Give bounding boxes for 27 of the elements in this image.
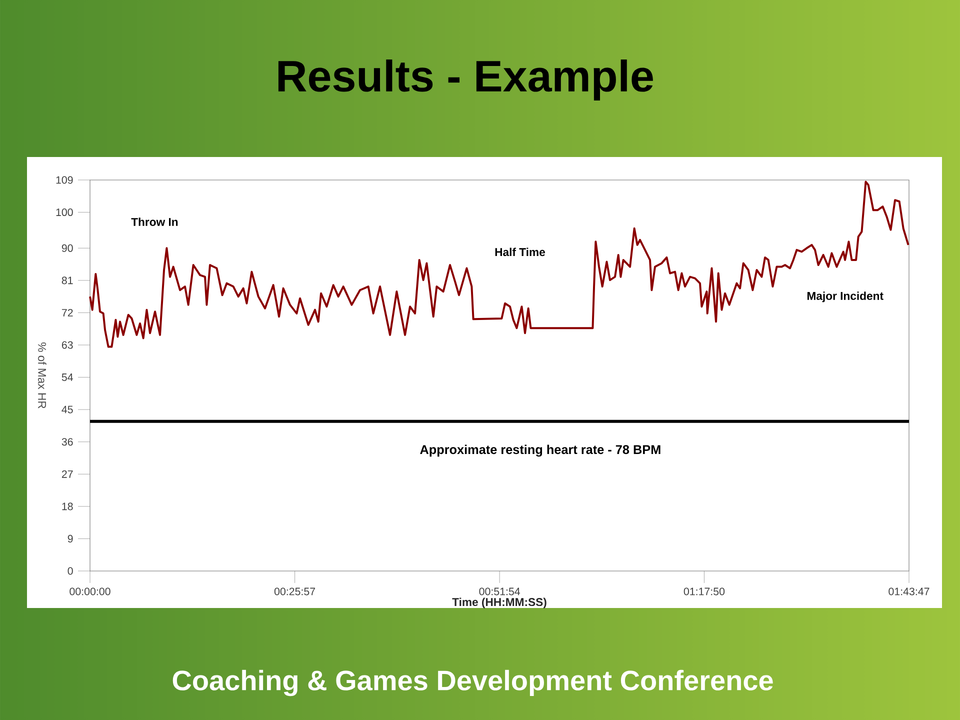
text: Coaching & Games Development Conference: [172, 670, 773, 696]
chart-title: Results - Example: [278, 59, 653, 100]
x-tick-label: 01:43:47: [888, 588, 930, 596]
ref-line-label: Approximate resting heart rate - 78 BPM: [420, 444, 660, 457]
x-tick-label: 01:17:50: [684, 588, 725, 596]
y-tick-label: 90: [62, 244, 73, 252]
x-tick-label: 00:00:00: [70, 588, 110, 596]
y-tick-label: 109: [56, 176, 73, 184]
annotation: Half Time: [495, 248, 545, 256]
y-tick-label: 81: [62, 276, 73, 284]
x-axis-title: Time (HH:MM:SS): [452, 598, 546, 608]
y-tick-label: 27: [62, 470, 73, 478]
annotation: Throw In: [131, 218, 178, 226]
y-axis-title: % of Max HR: [38, 342, 46, 408]
y-tick-label: 9: [68, 534, 73, 542]
annotation: Major Incident: [807, 292, 884, 302]
y-tick-label: 36: [62, 438, 73, 446]
y-tick-label: 54: [62, 374, 73, 381]
y-tick-label: 100: [56, 208, 73, 216]
y-tick-label: 72: [62, 308, 73, 316]
y-tick-label: 45: [62, 406, 73, 414]
x-tick-label: 00:25:57: [274, 588, 316, 596]
y-tick-label: 63: [62, 341, 73, 349]
y-tick-label: 0: [68, 567, 73, 575]
line-series: [89, 180, 910, 348]
x-tick-label: 00:51:54: [479, 588, 520, 596]
y-tick-label: 18: [62, 502, 73, 510]
